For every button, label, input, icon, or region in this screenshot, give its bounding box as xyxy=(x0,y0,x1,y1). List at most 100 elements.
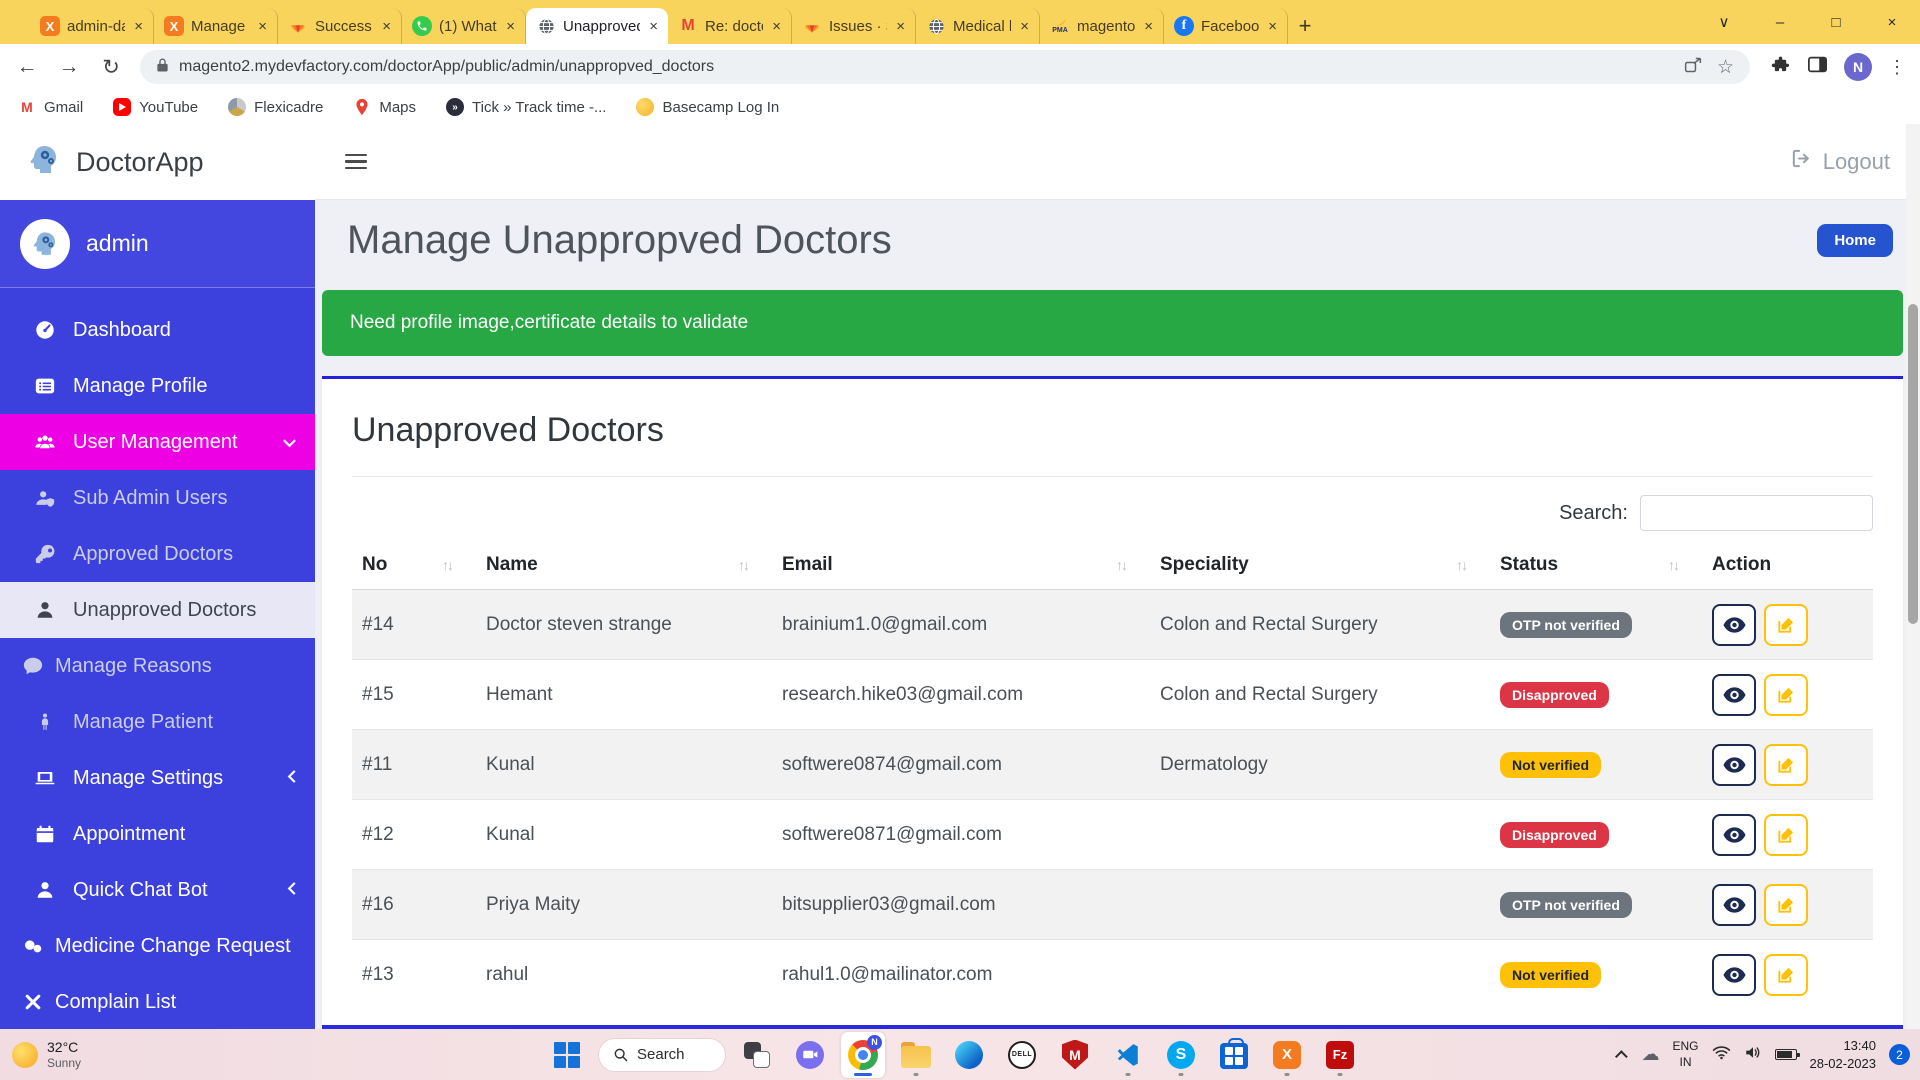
edit-button[interactable] xyxy=(1764,953,1808,996)
tab-manage-pro[interactable]: X Manage Pro × xyxy=(154,8,278,44)
tab-success-toast[interactable]: Success toa × xyxy=(278,8,402,44)
tab-phpmyadmin[interactable]: PMA magento2. × xyxy=(1040,8,1164,44)
tab-close-icon[interactable]: × xyxy=(772,17,781,35)
taskbar-search[interactable]: Search xyxy=(598,1037,726,1072)
edit-button[interactable] xyxy=(1764,603,1808,646)
col-email[interactable]: Email ↑↓ xyxy=(772,541,1150,590)
taskbar-clock[interactable]: 13:40 28-02-2023 xyxy=(1809,1037,1877,1071)
new-tab-button[interactable]: + xyxy=(1298,13,1312,38)
profile-avatar[interactable]: N xyxy=(1844,53,1872,81)
sort-icon[interactable]: ↑↓ xyxy=(1456,557,1468,573)
tab-close-icon[interactable]: × xyxy=(1144,17,1153,35)
sidebar-item-quick-chat-bot[interactable]: Quick Chat Bot xyxy=(0,862,315,918)
tab-close-icon[interactable]: × xyxy=(506,17,515,35)
edge-button[interactable] xyxy=(947,1032,991,1078)
tab-close-icon[interactable]: × xyxy=(1268,17,1277,35)
view-button[interactable] xyxy=(1712,743,1756,786)
task-view-button[interactable] xyxy=(735,1032,779,1078)
extensions-icon[interactable] xyxy=(1770,54,1791,80)
side-panel-icon[interactable] xyxy=(1807,55,1828,79)
logout-button[interactable]: Logout xyxy=(1790,147,1890,176)
sidebar-item-manage-settings[interactable]: Manage Settings xyxy=(0,750,315,806)
sidebar-user-block[interactable]: admin xyxy=(0,200,315,288)
filezilla-button[interactable]: Fz xyxy=(1318,1032,1362,1078)
bookmark-gmail[interactable]: M Gmail xyxy=(18,98,83,116)
bookmark-star-icon[interactable]: ☆ xyxy=(1716,56,1734,78)
sidebar-item-manage-reasons[interactable]: Manage Reasons xyxy=(0,638,315,694)
sort-icon[interactable]: ↑↓ xyxy=(442,557,454,573)
file-explorer-button[interactable] xyxy=(894,1032,938,1078)
edit-button[interactable] xyxy=(1764,883,1808,926)
tab-close-icon[interactable]: × xyxy=(1020,17,1029,35)
sidebar-item-dashboard[interactable]: Dashboard xyxy=(0,302,315,358)
bookmark-flexicadre[interactable]: Flexicadre xyxy=(228,98,323,116)
xampp-button[interactable]: X xyxy=(1265,1032,1309,1078)
tab-close-icon[interactable]: × xyxy=(382,17,391,35)
home-button[interactable]: Home xyxy=(1817,223,1893,257)
back-button[interactable]: ← xyxy=(16,55,38,78)
skype-button[interactable]: S xyxy=(1159,1032,1203,1078)
onedrive-cloud-icon[interactable]: ☁ xyxy=(1641,1044,1660,1064)
vscode-button[interactable] xyxy=(1106,1032,1150,1078)
sort-icon[interactable]: ↑↓ xyxy=(1668,557,1680,573)
tab-medical-history[interactable]: Medical his × xyxy=(916,8,1040,44)
tab-close-icon[interactable]: × xyxy=(649,17,658,35)
start-button[interactable] xyxy=(545,1032,589,1078)
tab-gmail[interactable]: M Re: doctorA × xyxy=(668,8,792,44)
sidebar-item-user-management[interactable]: User Management xyxy=(0,414,315,470)
tab-facebook[interactable]: f Facebook × xyxy=(1164,8,1288,44)
menu-toggle-icon[interactable] xyxy=(345,153,367,170)
sidebar-item-sub-admin-users[interactable]: Sub Admin Users xyxy=(0,470,315,526)
browser-menu-icon[interactable]: ⋮ xyxy=(1888,56,1906,77)
address-bar[interactable]: magento2.mydevfactory.com/doctorApp/publ… xyxy=(140,50,1750,84)
sidebar-item-manage-profile[interactable]: Manage Profile xyxy=(0,358,315,414)
bookmark-maps[interactable]: Maps xyxy=(353,98,416,116)
tab-close-icon[interactable]: × xyxy=(134,17,143,35)
col-status[interactable]: Status ↑↓ xyxy=(1490,541,1702,590)
battery-icon[interactable] xyxy=(1774,1049,1800,1060)
weather-widget[interactable]: 32°C Sunny xyxy=(12,1029,81,1080)
volume-icon[interactable] xyxy=(1744,1045,1762,1065)
view-button[interactable] xyxy=(1712,883,1756,926)
chrome-taskbar-button[interactable]: N xyxy=(841,1031,885,1078)
share-icon[interactable] xyxy=(1683,56,1703,79)
view-button[interactable] xyxy=(1712,813,1756,856)
bookmark-basecamp[interactable]: Basecamp Log In xyxy=(636,98,779,116)
hidden-icons-chevron[interactable] xyxy=(1615,1050,1629,1063)
col-no[interactable]: No ↑↓ xyxy=(352,541,476,590)
sidebar-item-approved-doctors[interactable]: Approved Doctors xyxy=(0,526,315,582)
mcafee-button[interactable]: M xyxy=(1053,1032,1097,1078)
reload-button[interactable]: ↻ xyxy=(102,55,120,79)
tab-search-icon[interactable]: ∨ xyxy=(1718,14,1730,31)
search-input[interactable] xyxy=(1640,495,1873,531)
chat-app-button[interactable] xyxy=(788,1032,832,1078)
view-button[interactable] xyxy=(1712,603,1756,646)
sidebar-item-manage-patient[interactable]: Manage Patient xyxy=(0,694,315,750)
page-scrollbar[interactable] xyxy=(1906,124,1920,1029)
language-indicator[interactable]: ENG IN xyxy=(1672,1038,1699,1069)
col-name[interactable]: Name ↑↓ xyxy=(476,541,772,590)
edit-button[interactable] xyxy=(1764,673,1808,716)
sidebar-item-complain-list[interactable]: Complain List xyxy=(0,974,315,1029)
bookmark-tick[interactable]: » Tick » Track time -... xyxy=(446,98,606,116)
tab-close-icon[interactable]: × xyxy=(896,17,905,35)
dell-button[interactable]: DELL xyxy=(1000,1032,1044,1078)
tab-whatsapp[interactable]: (1) WhatsAp × xyxy=(402,8,526,44)
bookmark-youtube[interactable]: YouTube xyxy=(113,98,198,116)
sort-icon[interactable]: ↑↓ xyxy=(1116,557,1128,573)
edit-button[interactable] xyxy=(1764,813,1808,856)
close-button[interactable]: × xyxy=(1887,13,1897,31)
sidebar-brand[interactable]: DoctorApp xyxy=(0,124,315,200)
edit-button[interactable] xyxy=(1764,743,1808,786)
tab-unapproved-active[interactable]: Unapproved × xyxy=(526,8,668,44)
sidebar-item-unapproved-doctors[interactable]: Unapproved Doctors xyxy=(0,582,315,638)
view-button[interactable] xyxy=(1712,673,1756,716)
scrollbar-thumb[interactable] xyxy=(1908,304,1918,624)
notification-count-badge[interactable]: 2 xyxy=(1889,1044,1910,1065)
sort-icon[interactable]: ↑↓ xyxy=(738,557,750,573)
tab-admin-dash[interactable]: X admin-dash × xyxy=(30,8,154,44)
tab-close-icon[interactable]: × xyxy=(258,17,267,35)
maximize-button[interactable]: □ xyxy=(1831,13,1841,31)
forward-button[interactable]: → xyxy=(58,55,80,78)
sidebar-item-appointment[interactable]: Appointment xyxy=(0,806,315,862)
